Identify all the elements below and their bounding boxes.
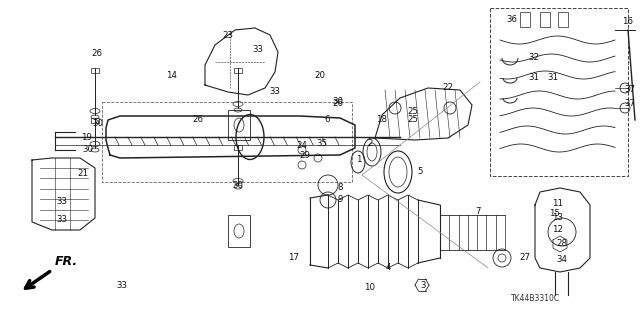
Text: 31: 31	[547, 73, 559, 83]
Text: 22: 22	[442, 84, 454, 93]
Text: 9: 9	[337, 196, 342, 204]
Bar	[558, 12, 568, 27]
Text: 20: 20	[314, 70, 326, 79]
Text: 5: 5	[417, 167, 423, 176]
Text: 21: 21	[77, 169, 88, 179]
Text: 13: 13	[552, 212, 563, 221]
Text: 17: 17	[289, 254, 300, 263]
Text: 3: 3	[420, 280, 426, 290]
Text: 30: 30	[83, 145, 93, 154]
Text: 4: 4	[385, 263, 391, 272]
Bar	[490, 8, 628, 176]
Text: 25: 25	[408, 115, 419, 124]
Text: 19: 19	[81, 132, 92, 142]
Text: 33: 33	[269, 87, 280, 97]
Text: 33: 33	[56, 216, 67, 225]
Text: 33: 33	[116, 280, 127, 290]
Text: 11: 11	[552, 199, 563, 209]
Text: 30: 30	[93, 120, 104, 129]
Bar	[234, 145, 242, 150]
Text: 12: 12	[552, 226, 563, 234]
Text: 29: 29	[300, 152, 310, 160]
Text: 36: 36	[506, 16, 518, 25]
Text: 37: 37	[625, 85, 636, 94]
Text: 28: 28	[557, 240, 568, 249]
Text: 10: 10	[365, 284, 376, 293]
Text: 8: 8	[337, 183, 343, 192]
Text: 27: 27	[520, 253, 531, 262]
Text: 30: 30	[232, 182, 243, 190]
Text: 33: 33	[253, 46, 264, 55]
Text: 24: 24	[296, 142, 307, 151]
Text: 7: 7	[476, 207, 481, 217]
Text: 26: 26	[193, 115, 204, 124]
Text: TK44B3310C: TK44B3310C	[511, 294, 560, 303]
Bar	[91, 68, 99, 73]
Text: 14: 14	[166, 70, 177, 79]
Text: 1: 1	[356, 155, 362, 165]
Text: 6: 6	[324, 115, 330, 124]
Text: FR.: FR.	[55, 255, 78, 268]
Text: 23: 23	[223, 31, 234, 40]
Bar	[228, 110, 250, 140]
Text: 2: 2	[367, 139, 372, 149]
Bar	[234, 68, 242, 73]
Text: 32: 32	[529, 54, 540, 63]
Text: 37: 37	[625, 100, 636, 108]
Text: 31: 31	[529, 73, 540, 83]
Text: 30: 30	[333, 97, 344, 106]
Text: 18: 18	[376, 115, 387, 124]
Text: 26: 26	[333, 100, 344, 108]
Text: 33: 33	[56, 197, 67, 206]
Text: 16: 16	[623, 18, 634, 26]
Text: 26: 26	[92, 49, 102, 58]
Text: 25: 25	[408, 107, 419, 115]
Bar	[91, 118, 99, 123]
Text: 15: 15	[550, 210, 561, 219]
Bar	[520, 12, 530, 27]
Text: 34: 34	[557, 256, 568, 264]
Text: 35: 35	[317, 139, 328, 149]
Bar	[228, 215, 250, 247]
Bar	[102, 102, 352, 182]
Bar	[540, 12, 550, 27]
